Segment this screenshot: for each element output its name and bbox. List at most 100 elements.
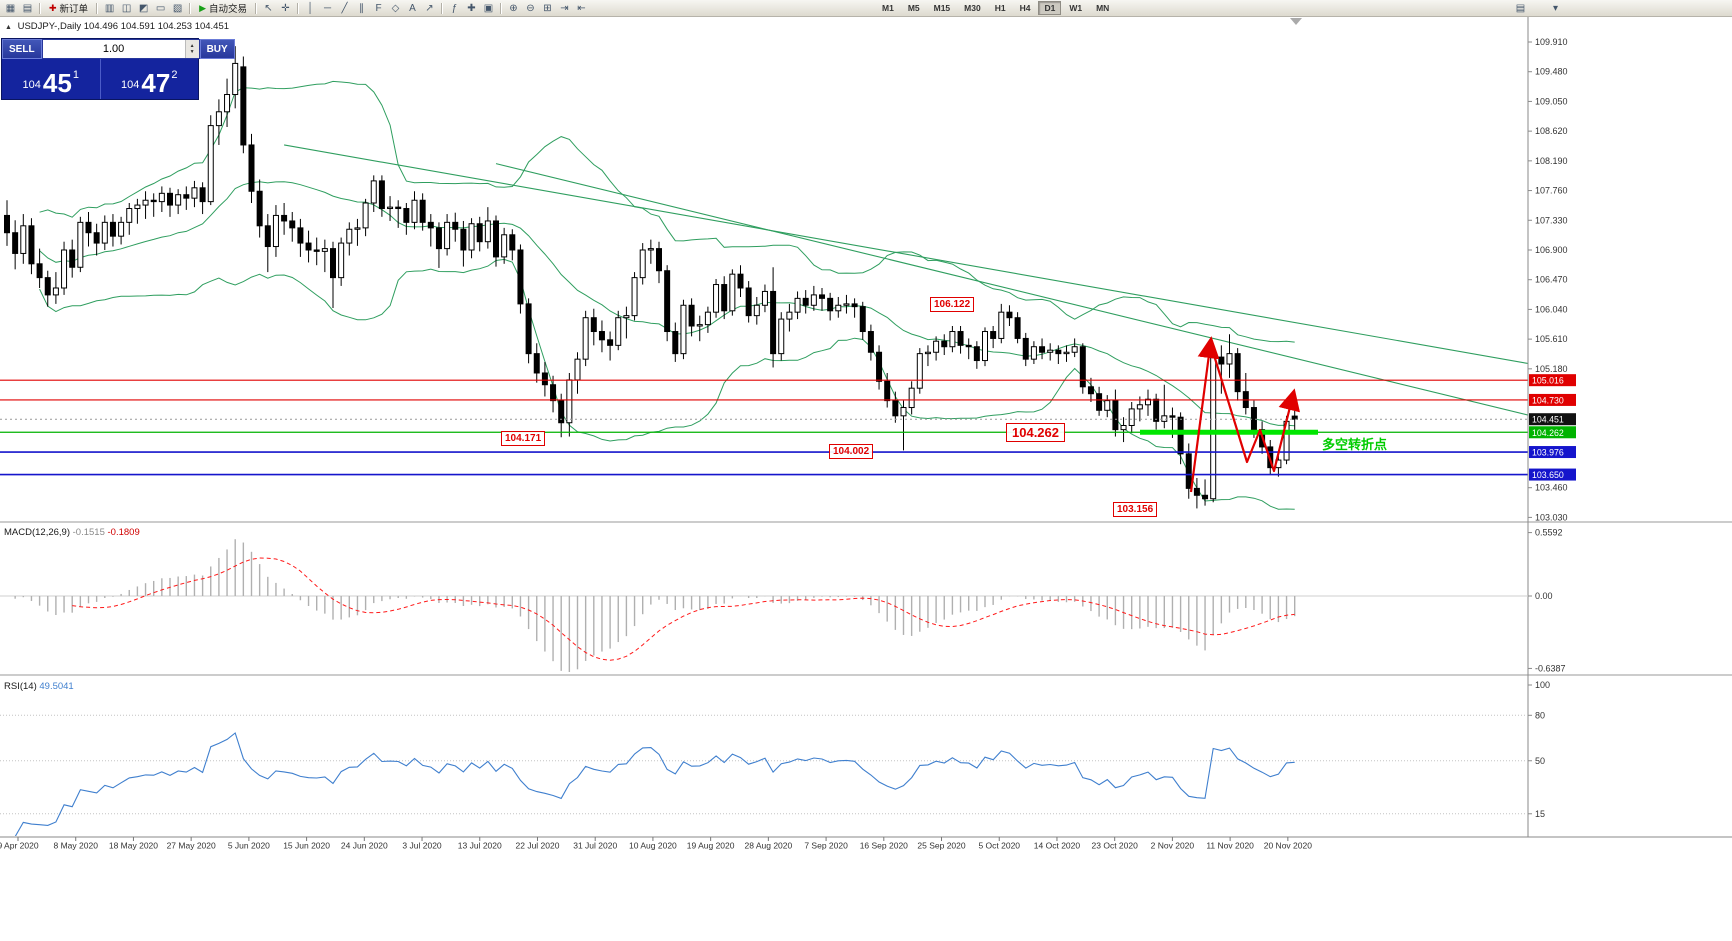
timeframe-w1-button[interactable]: W1 — [1063, 1, 1088, 15]
svg-text:103.030: 103.030 — [1535, 512, 1568, 522]
buy-price-display[interactable]: 104 47 2 — [101, 59, 199, 99]
price-annotation-103156[interactable]: 103.156 — [1113, 502, 1158, 517]
new-order-button[interactable]: ✚ 新订单 — [44, 0, 93, 16]
svg-text:105.016: 105.016 — [1532, 376, 1564, 386]
svg-text:25 Sep 2020: 25 Sep 2020 — [917, 841, 965, 851]
timeframe-h1-button[interactable]: H1 — [989, 1, 1012, 15]
svg-text:8 May 2020: 8 May 2020 — [54, 841, 99, 851]
candles — [4, 46, 1298, 509]
svg-text:15 Jun 2020: 15 Jun 2020 — [283, 841, 330, 851]
crosshair-icon[interactable]: ✛ — [281, 2, 290, 14]
trend-arrows[interactable] — [1189, 336, 1301, 493]
arrows-tool-icon[interactable]: ↗ — [425, 2, 434, 14]
market-watch-icon[interactable]: ▥ — [104, 2, 115, 14]
zoom-in-icon[interactable]: ⊕ — [509, 2, 518, 14]
add-indicator-icon[interactable]: ✚ — [467, 2, 476, 14]
price-annotation-104002[interactable]: 104.002 — [829, 444, 874, 459]
rsi-value: 49.5041 — [39, 681, 74, 692]
indicators-icon[interactable]: ƒ — [451, 2, 458, 14]
svg-text:107.330: 107.330 — [1535, 215, 1568, 225]
svg-text:106.470: 106.470 — [1535, 275, 1568, 285]
volume-increase-icon[interactable]: ▲ — [189, 43, 195, 49]
price-annotation-104171[interactable]: 104.171 — [501, 431, 546, 446]
timeframe-h4-button[interactable]: H4 — [1014, 1, 1037, 15]
svg-text:3 Jul 2020: 3 Jul 2020 — [402, 841, 441, 851]
ohlc-values: 104.496 104.591 104.253 104.451 — [83, 21, 230, 32]
templates-icon[interactable]: ▣ — [483, 2, 494, 14]
svg-text:22 Jul 2020: 22 Jul 2020 — [516, 841, 560, 851]
svg-text:106.040: 106.040 — [1535, 304, 1568, 314]
macd-title: MACD(12,26,9) -0.1515 -0.1809 — [4, 527, 140, 538]
svg-text:5 Oct 2020: 5 Oct 2020 — [978, 841, 1020, 851]
price-annotation-106122[interactable]: 106.122 — [930, 297, 975, 312]
timeframe-m5-button[interactable]: M5 — [902, 1, 926, 15]
trendlines[interactable] — [284, 144, 1531, 416]
svg-text:24 Jun 2020: 24 Jun 2020 — [341, 841, 388, 851]
fibonacci-icon[interactable]: F — [375, 2, 382, 14]
chart-info-line: ▲ USDJPY-,Daily 104.496 104.591 104.253 … — [5, 21, 229, 32]
macd-signal-value: -0.1809 — [107, 527, 140, 538]
bid-point: 1 — [72, 69, 79, 81]
terminal-icon[interactable]: ▭ — [155, 2, 166, 14]
auto-scroll-icon[interactable]: ⇥ — [560, 2, 569, 14]
shapes-icon[interactable]: ◇ — [391, 2, 400, 14]
buy-button[interactable]: BUY — [199, 39, 235, 59]
sell-button[interactable]: SELL — [2, 39, 42, 59]
chart-list-icon[interactable]: ▤ — [1515, 2, 1526, 14]
price-annotation-104262[interactable]: 104.262 — [1006, 423, 1065, 442]
trendline-icon[interactable]: ╱ — [341, 2, 348, 14]
toolbar-left-group: ▦ ▤ ✚ 新订单 ▥ ◫ ◩ ▭ ▧ ▶ 自动交易 ↖ ✛ │ ─ ╱ ∥ F ◇ A ↗ ƒ ✚ ▣ ⊕ ⊖ ⊞ ⇥ ⇤ — [2, 0, 590, 16]
turning-point-note[interactable]: 多空转折点 — [1322, 437, 1388, 452]
svg-text:109.910: 109.910 — [1535, 37, 1568, 47]
toolbar-separator — [297, 2, 299, 14]
svg-text:100: 100 — [1535, 680, 1550, 690]
new-chart-icon[interactable]: ▦ — [5, 2, 16, 14]
svg-text:14 Oct 2020: 14 Oct 2020 — [1034, 841, 1081, 851]
bid-integer: 104 — [22, 79, 41, 91]
toolbar-separator — [255, 2, 257, 14]
svg-text:108.190: 108.190 — [1535, 156, 1568, 166]
toolbar-separator — [441, 2, 443, 14]
timeframe-m1-button[interactable]: M1 — [876, 1, 900, 15]
tile-windows-icon[interactable]: ⊞ — [543, 2, 552, 14]
vertical-line-icon[interactable]: │ — [307, 2, 314, 14]
svg-text:103.976: 103.976 — [1532, 448, 1564, 458]
chart-profiles-icon[interactable]: ▤ — [22, 2, 33, 14]
timeframe-d1-button[interactable]: D1 — [1038, 1, 1062, 15]
more-tools-icon[interactable]: ▾ — [1552, 2, 1559, 14]
timeframe-m30-button[interactable]: M30 — [958, 1, 987, 15]
svg-text:2 Nov 2020: 2 Nov 2020 — [1151, 841, 1195, 851]
price-axis[interactable]: 109.910 109.480 109.050 108.620 108.190 107.7… — [1527, 16, 1576, 837]
chart-shift-icon[interactable]: ⇤ — [577, 2, 586, 14]
price-lines[interactable] — [0, 379, 1528, 476]
svg-text:105.180: 105.180 — [1535, 364, 1568, 374]
zoom-out-icon[interactable]: ⊖ — [526, 2, 535, 14]
sell-price-display[interactable]: 104 45 1 — [2, 59, 100, 99]
auto-trading-icon: ▶ — [199, 2, 206, 13]
date-axis[interactable]: 9 Apr 2020 8 May 2020 18 May 2020 27 May 20… — [0, 837, 1312, 851]
volume-field: ▲ ▼ — [41, 39, 200, 59]
one-click-toggle-icon[interactable]: ▲ — [5, 24, 12, 31]
svg-text:0.00: 0.00 — [1535, 591, 1553, 601]
ask-integer: 104 — [121, 79, 140, 91]
svg-text:104.730: 104.730 — [1532, 395, 1564, 405]
text-label-icon[interactable]: A — [409, 2, 416, 14]
navigator-icon[interactable]: ◩ — [138, 2, 149, 14]
timeframe-m15-button[interactable]: M15 — [928, 1, 957, 15]
data-window-icon[interactable]: ◫ — [121, 2, 132, 14]
cursor-icon[interactable]: ↖ — [264, 2, 273, 14]
volume-input[interactable] — [42, 40, 185, 58]
svg-text:0.5592: 0.5592 — [1535, 528, 1563, 538]
horizontal-line-icon[interactable]: ─ — [323, 2, 332, 14]
equidistant-channel-icon[interactable]: ∥ — [359, 2, 364, 14]
svg-text:23 Oct 2020: 23 Oct 2020 — [1092, 841, 1139, 851]
symbol-period-label: USDJPY-,Daily — [17, 21, 82, 32]
strategy-tester-icon[interactable]: ▧ — [172, 2, 183, 14]
volume-decrease-icon[interactable]: ▼ — [189, 49, 195, 55]
price-divider — [99, 59, 101, 99]
timeframe-mn-button[interactable]: MN — [1090, 1, 1115, 15]
auto-trading-button[interactable]: ▶ 自动交易 — [194, 0, 252, 16]
